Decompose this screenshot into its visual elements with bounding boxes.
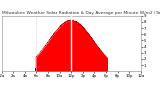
Text: Milwaukee Weather Solar Radiation & Day Average per Minute W/m2 (Today): Milwaukee Weather Solar Radiation & Day … <box>2 11 160 15</box>
Bar <box>35 68 36 71</box>
